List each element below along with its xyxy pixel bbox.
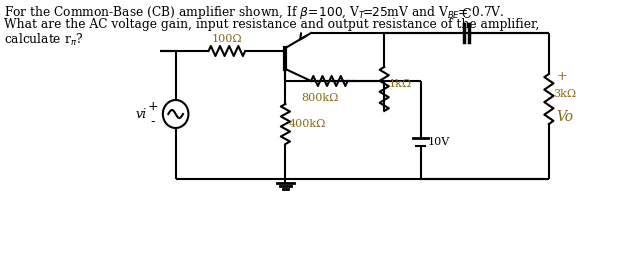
Text: 100Ω: 100Ω	[212, 34, 242, 44]
Text: -: -	[150, 115, 155, 129]
Text: Vo: Vo	[557, 110, 573, 124]
Text: calculate r$_\pi$?: calculate r$_\pi$?	[4, 32, 83, 48]
Text: +: +	[148, 100, 158, 112]
Text: For the Common-Base (CB) amplifier shown, If $\beta\!=\!100$, V$_T\!\!=\!\!25$mV: For the Common-Base (CB) amplifier shown…	[4, 4, 503, 21]
Text: 800kΩ: 800kΩ	[302, 93, 339, 103]
Text: vi: vi	[135, 108, 146, 121]
Text: 1kΩ: 1kΩ	[389, 79, 412, 89]
Text: 10V: 10V	[428, 137, 450, 147]
Text: 3kΩ: 3kΩ	[553, 89, 577, 99]
Text: 400kΩ: 400kΩ	[289, 119, 326, 129]
Text: What are the AC voltage gain, input resistance and output resistance of the ampl: What are the AC voltage gain, input resi…	[4, 18, 539, 31]
Text: +: +	[557, 70, 567, 83]
Text: C: C	[462, 8, 471, 21]
